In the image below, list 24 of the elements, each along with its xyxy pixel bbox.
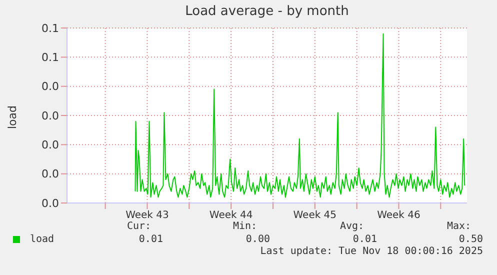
chart-title: Load average - by month bbox=[184, 4, 350, 19]
y-tick-label: 0.0 bbox=[42, 109, 59, 122]
y-tick-label: 0.0 bbox=[42, 138, 59, 152]
x-tick-label: Week 45 bbox=[293, 210, 337, 222]
text: Avg: bbox=[340, 221, 364, 232]
y-tick-label: 0.0 bbox=[42, 196, 59, 210]
text: Max: bbox=[447, 221, 472, 232]
text: Last update: Tue Nov 18 00:00:16 2025 bbox=[260, 246, 483, 257]
legend-label: load bbox=[29, 234, 54, 245]
x-tick-label: Week 44 bbox=[209, 210, 253, 222]
y-tick-label: 0.1 bbox=[42, 51, 59, 64]
y-tick-label: 0.0 bbox=[42, 168, 59, 181]
text: 0.00 bbox=[246, 234, 270, 245]
text: Min: bbox=[233, 221, 258, 232]
text: 0.50 bbox=[458, 234, 483, 245]
text: 0.01 bbox=[352, 234, 377, 245]
x-tick-label: Week 43 bbox=[126, 210, 169, 222]
x-tick-label: Week 46 bbox=[377, 210, 420, 222]
text: Cur: bbox=[127, 221, 152, 232]
y-axis-title: load bbox=[6, 105, 19, 129]
y-tick-label: 0.0 bbox=[42, 80, 59, 94]
line-series bbox=[134, 33, 466, 198]
text: 0.01 bbox=[138, 234, 163, 245]
y-tick-label: 0.1 bbox=[42, 22, 59, 35]
